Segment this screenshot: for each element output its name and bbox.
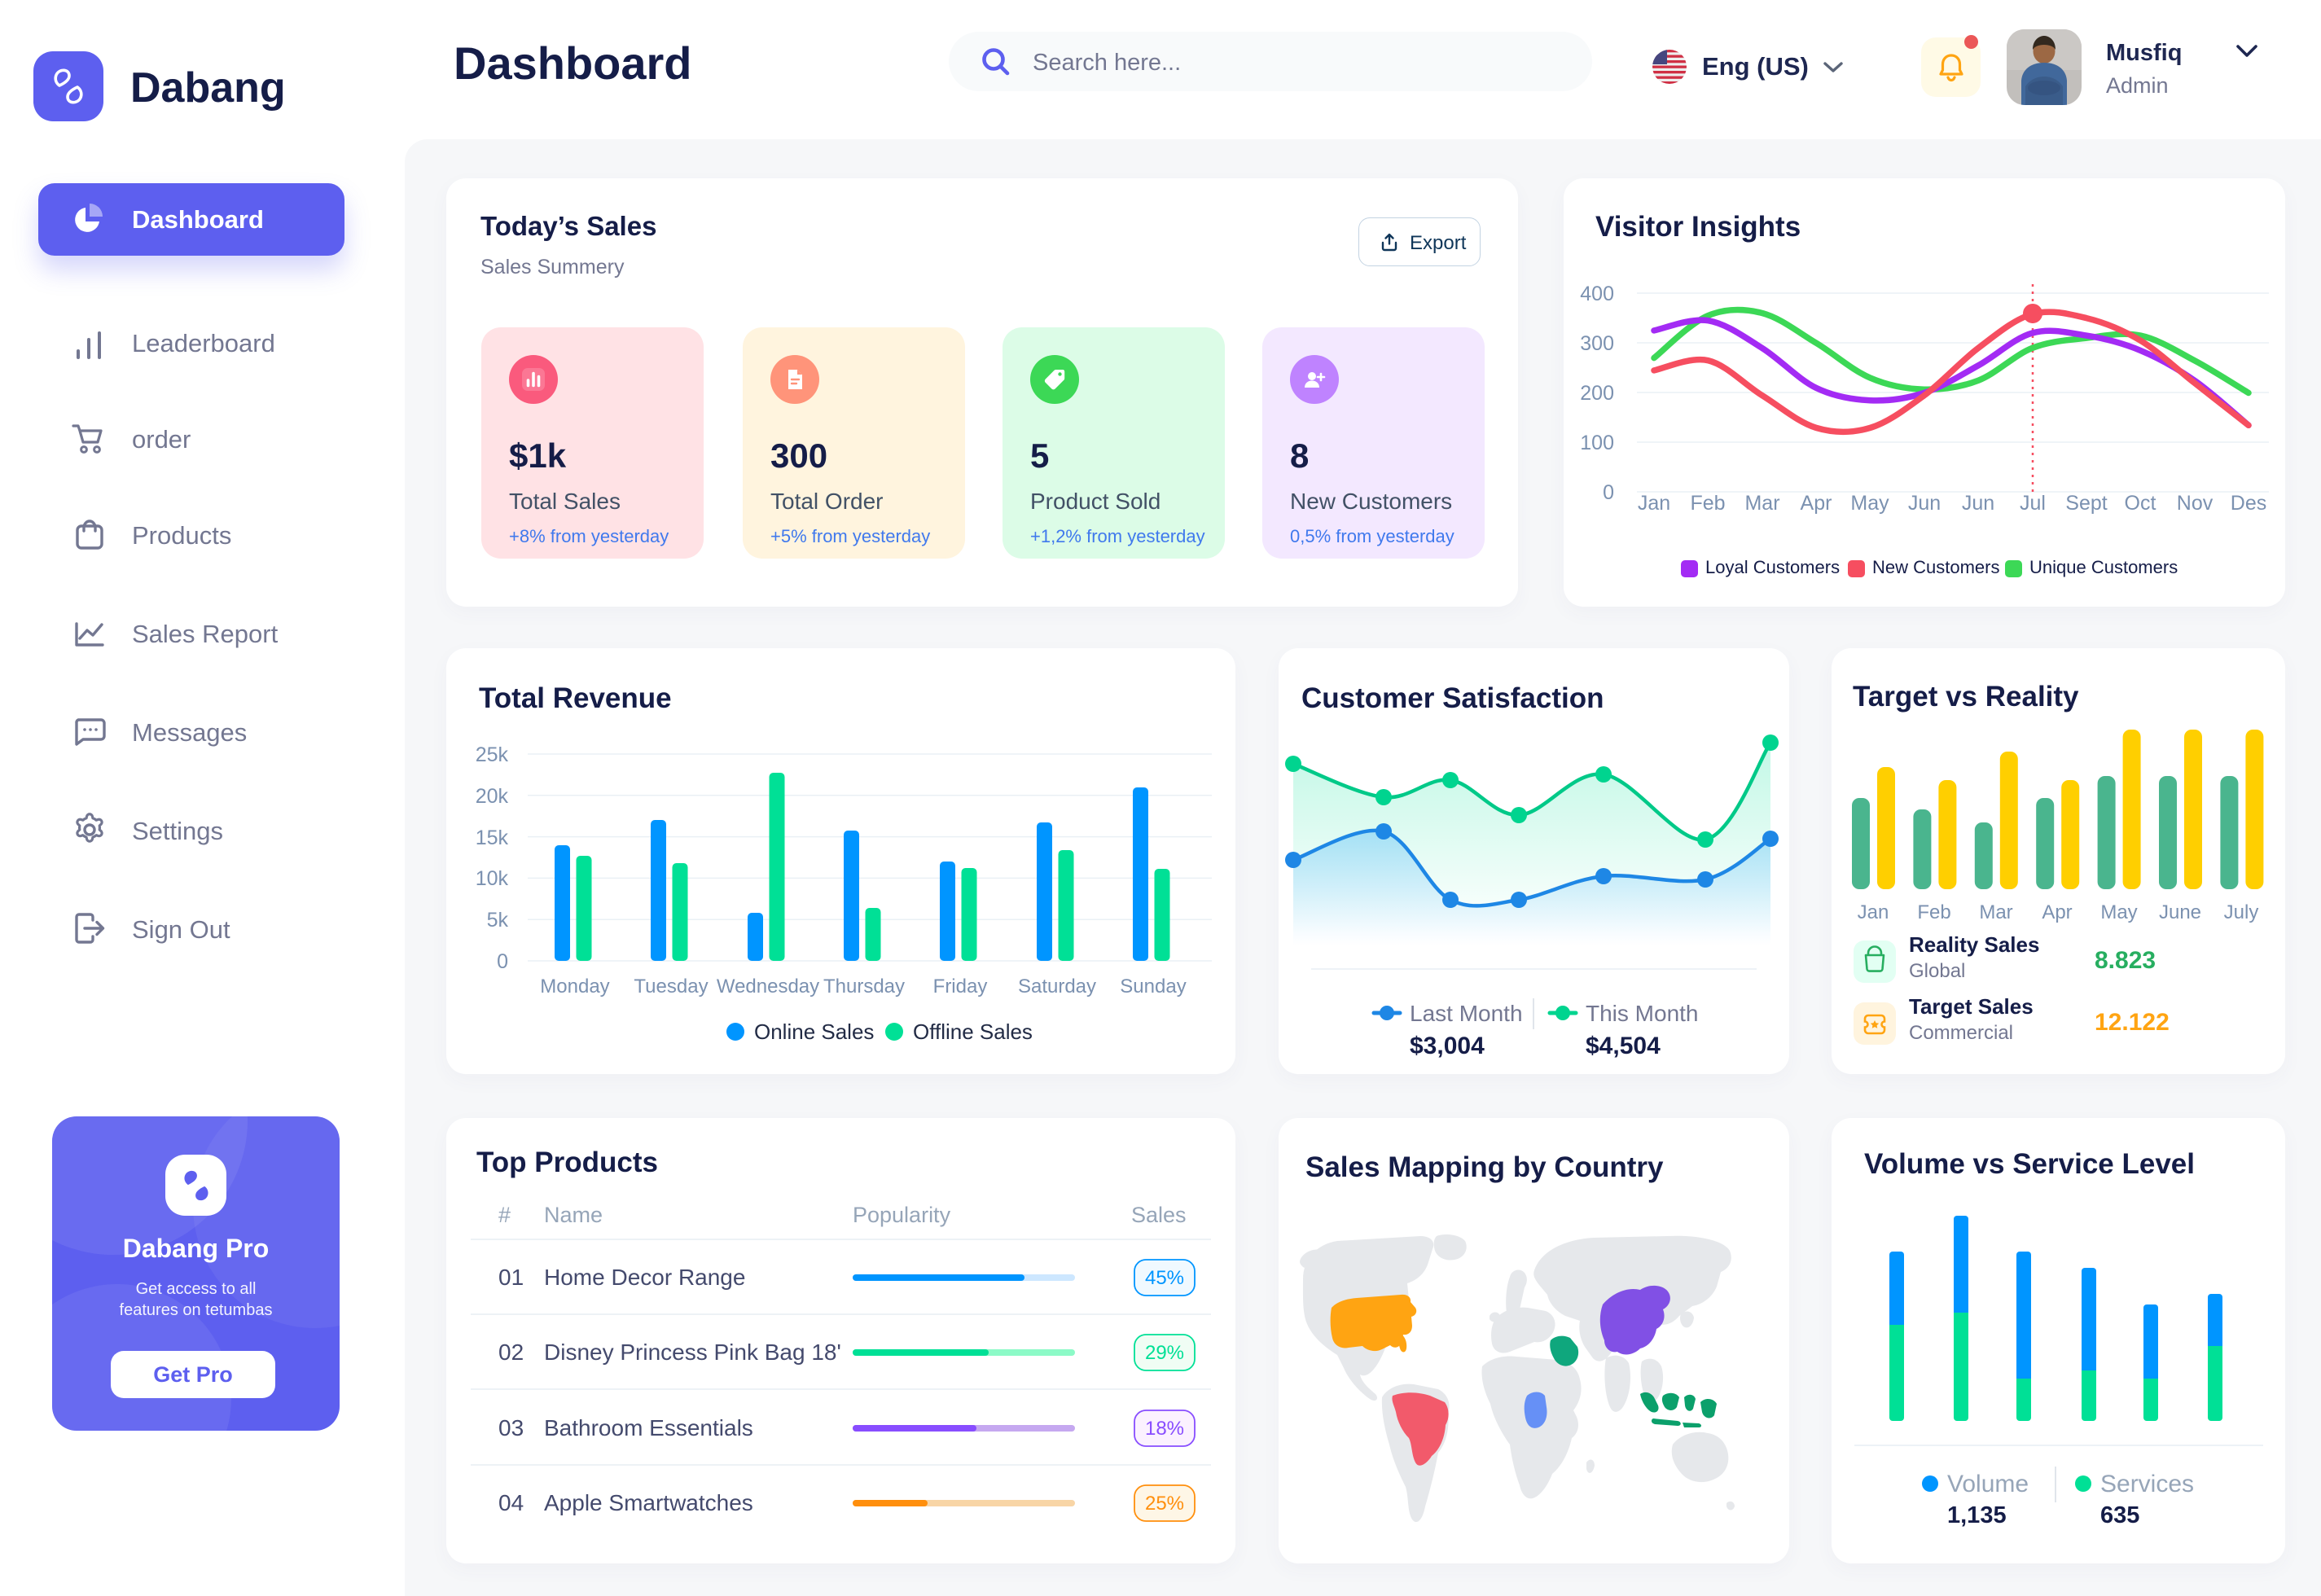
svg-text:25k: 25k bbox=[476, 743, 509, 766]
svg-text:18%: 18% bbox=[1145, 1418, 1184, 1440]
svg-text:This Month: This Month bbox=[1586, 1001, 1699, 1026]
svg-text:Last Month: Last Month bbox=[1410, 1001, 1523, 1026]
svg-text:Disney Princess Pink Bag 18': Disney Princess Pink Bag 18' bbox=[544, 1340, 841, 1365]
svg-text:Tuesday: Tuesday bbox=[634, 976, 708, 998]
svg-text:July: July bbox=[2224, 901, 2259, 923]
svg-text:Bathroom Essentials: Bathroom Essentials bbox=[544, 1415, 753, 1440]
svg-text:8.823: 8.823 bbox=[2095, 947, 2156, 974]
svg-text:0: 0 bbox=[1603, 481, 1614, 504]
svg-text:300: 300 bbox=[1580, 332, 1614, 355]
svg-text:Target Sales: Target Sales bbox=[1909, 994, 2034, 1019]
svg-text:15k: 15k bbox=[476, 826, 509, 849]
svg-text:25%: 25% bbox=[1145, 1493, 1184, 1515]
svg-text:June: June bbox=[2159, 901, 2201, 923]
svg-text:Friday: Friday bbox=[933, 976, 988, 998]
svg-text:Sept: Sept bbox=[2065, 492, 2107, 515]
svg-text:Feb: Feb bbox=[1917, 901, 1950, 923]
svg-text:Jun: Jun bbox=[1962, 492, 1994, 515]
svg-text:#: # bbox=[498, 1203, 511, 1227]
svg-text:04: 04 bbox=[498, 1490, 524, 1515]
svg-text:100: 100 bbox=[1580, 432, 1614, 454]
svg-text:01: 01 bbox=[498, 1265, 524, 1290]
svg-text:$4,504: $4,504 bbox=[1586, 1033, 1661, 1059]
svg-text:Feb: Feb bbox=[1690, 492, 1725, 515]
svg-text:Jan: Jan bbox=[1638, 492, 1670, 515]
svg-text:New Customers: New Customers bbox=[1872, 557, 1999, 577]
svg-text:Volume: Volume bbox=[1947, 1471, 2029, 1497]
svg-text:Reality Sales: Reality Sales bbox=[1909, 932, 2039, 957]
svg-text:Oct: Oct bbox=[2125, 492, 2156, 515]
svg-text:Loyal Customers: Loyal Customers bbox=[1705, 557, 1840, 577]
svg-text:Jan: Jan bbox=[1858, 901, 1889, 923]
svg-text:Saturday: Saturday bbox=[1018, 976, 1096, 998]
svg-text:03: 03 bbox=[498, 1415, 524, 1440]
svg-text:Jun: Jun bbox=[1908, 492, 1941, 515]
svg-text:Apr: Apr bbox=[2042, 901, 2072, 923]
svg-text:Global: Global bbox=[1909, 960, 1965, 982]
svg-text:Home Decor Range: Home Decor Range bbox=[544, 1265, 745, 1290]
svg-text:Services: Services bbox=[2100, 1471, 2194, 1497]
svg-text:Sunday: Sunday bbox=[1120, 976, 1186, 998]
svg-text:200: 200 bbox=[1580, 382, 1614, 405]
svg-text:0: 0 bbox=[497, 950, 508, 973]
svg-text:Des: Des bbox=[2231, 492, 2266, 515]
svg-text:Monday: Monday bbox=[540, 976, 609, 998]
svg-text:Mar: Mar bbox=[1979, 901, 2012, 923]
svg-text:May: May bbox=[2100, 901, 2137, 923]
svg-text:Sales: Sales bbox=[1131, 1203, 1187, 1227]
svg-text:May: May bbox=[1850, 492, 1889, 515]
svg-text:29%: 29% bbox=[1145, 1342, 1184, 1364]
svg-text:Wednesday: Wednesday bbox=[717, 976, 819, 998]
svg-text:$3,004: $3,004 bbox=[1410, 1033, 1485, 1059]
svg-text:Apr: Apr bbox=[1801, 492, 1832, 515]
svg-text:10k: 10k bbox=[476, 867, 509, 890]
svg-text:Jul: Jul bbox=[2020, 492, 2046, 515]
svg-text:Popularity: Popularity bbox=[853, 1203, 951, 1227]
svg-text:400: 400 bbox=[1580, 283, 1614, 305]
svg-text:Nov: Nov bbox=[2177, 492, 2214, 515]
svg-text:Online Sales: Online Sales bbox=[754, 1019, 874, 1044]
svg-text:Offline Sales: Offline Sales bbox=[913, 1019, 1033, 1044]
svg-text:45%: 45% bbox=[1145, 1267, 1184, 1289]
svg-text:Unique Customers: Unique Customers bbox=[2029, 557, 2178, 577]
svg-text:Commercial: Commercial bbox=[1909, 1022, 2013, 1044]
svg-text:02: 02 bbox=[498, 1340, 524, 1365]
svg-text:Thursday: Thursday bbox=[823, 976, 905, 998]
svg-text:Name: Name bbox=[544, 1203, 603, 1227]
svg-text:12.122: 12.122 bbox=[2095, 1009, 2170, 1036]
svg-text:Apple Smartwatches: Apple Smartwatches bbox=[544, 1490, 753, 1515]
svg-text:635: 635 bbox=[2100, 1502, 2139, 1528]
svg-text:Mar: Mar bbox=[1744, 492, 1779, 515]
svg-text:5k: 5k bbox=[487, 909, 509, 932]
svg-text:20k: 20k bbox=[476, 785, 509, 808]
svg-text:1,135: 1,135 bbox=[1947, 1502, 2007, 1528]
